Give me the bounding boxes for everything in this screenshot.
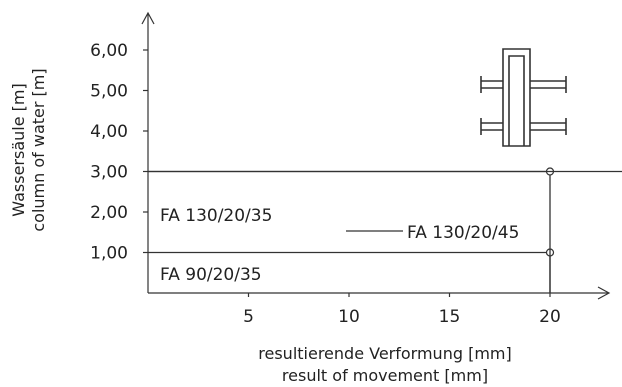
y-tick-label: 3,00	[90, 163, 128, 183]
x-tick-label: 20	[539, 307, 561, 327]
series-annotation: FA 90/20/35	[160, 265, 262, 285]
y-axis-subtitle: column of water [m]	[29, 68, 48, 231]
y-tick-label: 5,00	[90, 82, 128, 102]
x-tick-label: 5	[243, 307, 254, 327]
y-tick-label: 4,00	[90, 122, 128, 142]
series-line	[148, 170, 622, 173]
series-annotation: FA 130/20/45	[407, 223, 519, 243]
anchor-channel-icon	[480, 48, 567, 147]
x-tick-label: 10	[338, 307, 360, 327]
x-axis-subtitle: result of movement [mm]	[282, 366, 488, 385]
y-axis-title: Wassersäule [m]	[9, 83, 28, 216]
axes	[141, 11, 611, 300]
x-axis-title: resultierende Verformung [mm]	[258, 344, 511, 363]
y-tick-label: 6,00	[90, 41, 128, 61]
x-tick-label: 15	[439, 307, 461, 327]
x-axis-arrow	[597, 286, 611, 300]
annotation-layer: FA 90/20/35 FA 130/20/35 FA 130/20/45	[160, 206, 519, 285]
series-layer	[148, 167, 622, 293]
y-ticks: 1,00 2,00 3,00 4,00 5,00 6,00	[90, 41, 148, 264]
y-axis-arrow	[141, 11, 155, 25]
y-tick-label: 1,00	[90, 244, 128, 264]
series-annotation: FA 130/20/35	[160, 206, 272, 226]
y-tick-label: 2,00	[90, 203, 128, 223]
x-ticks: 510152025303540455055	[243, 293, 561, 327]
